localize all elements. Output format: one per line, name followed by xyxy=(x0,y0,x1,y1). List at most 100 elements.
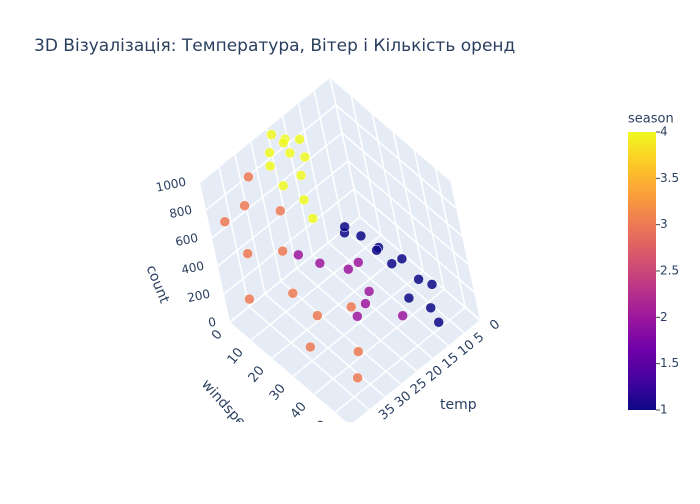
point xyxy=(343,263,354,275)
z-tick-label: 200 xyxy=(186,287,211,305)
point xyxy=(284,147,296,159)
colorbar-tick-label: 3 xyxy=(660,217,668,231)
back-wall xyxy=(200,77,360,322)
point xyxy=(307,213,319,224)
grid-line xyxy=(353,188,475,293)
grid-line xyxy=(329,76,451,181)
x-tick-label: 20 xyxy=(424,363,446,385)
point xyxy=(298,194,310,206)
colorbar-tick-label: 1.5 xyxy=(660,356,679,370)
grid-line xyxy=(297,102,330,243)
z-axis-title: count xyxy=(143,263,173,306)
grid-line xyxy=(223,188,355,295)
point xyxy=(264,147,275,159)
grid-line xyxy=(248,306,370,411)
point xyxy=(346,301,357,313)
grid-line xyxy=(234,153,266,294)
point xyxy=(219,216,231,227)
y-tick-label: 10 xyxy=(225,345,247,367)
y-axis-title: windspeed xyxy=(198,377,260,444)
grid-line xyxy=(347,160,469,265)
y-tick-label: 50 xyxy=(309,418,331,440)
x-tick-label: 10 xyxy=(455,337,477,359)
z-tick-label: 600 xyxy=(174,231,199,249)
point xyxy=(277,245,288,257)
z-tick-label: 0 xyxy=(207,315,217,330)
grid-line xyxy=(343,229,465,334)
grid-line xyxy=(292,270,424,377)
z-tick-label: 800 xyxy=(168,203,193,221)
point xyxy=(355,230,367,242)
grid-line xyxy=(313,288,445,395)
grid-line xyxy=(313,89,345,230)
point xyxy=(266,129,277,140)
point xyxy=(295,170,307,181)
point xyxy=(433,316,444,328)
colorbar-tick-label: 1 xyxy=(660,403,668,417)
point xyxy=(413,274,424,285)
grid-line xyxy=(329,76,361,218)
grid-line xyxy=(341,132,463,237)
z-tick-label: 400 xyxy=(180,259,205,277)
grid-line xyxy=(249,140,282,282)
point xyxy=(386,258,398,269)
y-tick-label: 20 xyxy=(246,363,268,385)
grid-line xyxy=(327,242,449,347)
grid-line xyxy=(218,166,250,307)
grid-line xyxy=(280,280,402,385)
scene: 0200400600800100005101520253035010203040… xyxy=(143,76,503,444)
y-tick-label: 0 xyxy=(209,327,226,343)
grid-line xyxy=(211,132,343,239)
grid-line xyxy=(229,216,361,323)
z-tick-label: 1000 xyxy=(155,175,188,195)
grid-line xyxy=(371,112,403,254)
point xyxy=(293,249,304,261)
point xyxy=(360,298,371,309)
point xyxy=(352,311,363,322)
grid-line xyxy=(271,252,403,359)
grid-line xyxy=(334,306,466,413)
point xyxy=(275,205,286,217)
x-tick-label: 25 xyxy=(408,376,430,398)
point xyxy=(242,248,253,259)
colorbar-tick-label: 2 xyxy=(660,310,668,324)
point xyxy=(425,302,436,314)
x-tick-label: 30 xyxy=(392,388,414,410)
point xyxy=(353,257,364,268)
point xyxy=(312,310,323,321)
point xyxy=(397,310,408,321)
point xyxy=(239,200,250,211)
point xyxy=(278,137,289,148)
point xyxy=(352,372,363,384)
y-tick-label: 30 xyxy=(267,381,289,403)
x-tick-label: 0 xyxy=(487,317,503,334)
point xyxy=(299,151,311,163)
grid-line xyxy=(359,216,481,321)
x-tick-label: 35 xyxy=(376,401,398,423)
point xyxy=(403,292,415,304)
point xyxy=(339,221,350,233)
point xyxy=(363,286,375,297)
point xyxy=(371,244,382,256)
grid-line xyxy=(392,131,424,272)
grid-line xyxy=(434,167,466,308)
colorbar-tick-label: 3.5 xyxy=(660,171,679,185)
colorbar: season 1 1.5 2 2.5 3 3.5 4 xyxy=(628,112,679,417)
x-tick-label: 15 xyxy=(440,350,462,372)
grid-line xyxy=(199,76,331,183)
point xyxy=(264,160,276,172)
side-wall xyxy=(330,77,480,320)
point xyxy=(294,134,305,145)
grid-line xyxy=(335,104,457,209)
point xyxy=(305,341,316,353)
grid-line xyxy=(413,149,445,290)
y-tick-label: 40 xyxy=(288,399,310,421)
point xyxy=(353,346,364,357)
point xyxy=(314,257,326,269)
point xyxy=(244,293,255,305)
grid-line xyxy=(350,94,382,236)
colorbar-title: season xyxy=(628,112,674,127)
grid-line xyxy=(250,234,382,341)
point xyxy=(396,253,408,265)
